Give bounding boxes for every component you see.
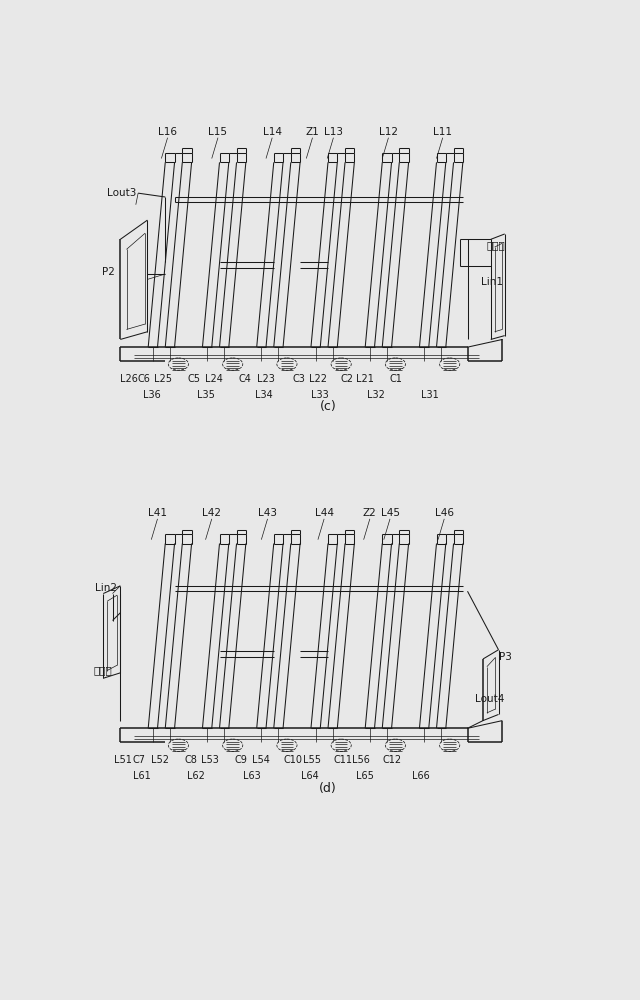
Text: Lin1: Lin1 <box>481 277 504 287</box>
Text: C5: C5 <box>188 374 200 384</box>
Text: L43: L43 <box>258 508 277 518</box>
Text: L14: L14 <box>262 127 282 137</box>
Text: L24: L24 <box>205 374 223 384</box>
Text: L64: L64 <box>301 771 318 781</box>
Text: L51: L51 <box>114 755 132 765</box>
Text: L41: L41 <box>148 508 167 518</box>
Text: C9: C9 <box>235 755 248 765</box>
Text: Lout4: Lout4 <box>476 694 504 704</box>
Text: L62: L62 <box>188 771 205 781</box>
Text: L42: L42 <box>202 508 221 518</box>
Text: Lin2: Lin2 <box>95 583 118 593</box>
Text: C4: C4 <box>239 374 252 384</box>
Text: L25: L25 <box>154 374 172 384</box>
Text: C2: C2 <box>341 374 354 384</box>
Text: L11: L11 <box>433 127 452 137</box>
Text: L31: L31 <box>421 389 439 399</box>
Text: L36: L36 <box>143 389 161 399</box>
Text: (c): (c) <box>319 400 337 413</box>
Text: P3: P3 <box>499 652 511 662</box>
Text: L23: L23 <box>257 374 275 384</box>
Text: L53: L53 <box>201 755 219 765</box>
Text: Lout3: Lout3 <box>107 188 136 198</box>
Text: L54: L54 <box>252 755 269 765</box>
Text: L15: L15 <box>209 127 227 137</box>
Text: (d): (d) <box>319 782 337 795</box>
Text: C1: C1 <box>390 374 403 384</box>
Text: L63: L63 <box>243 771 261 781</box>
Text: L44: L44 <box>315 508 333 518</box>
Text: C10: C10 <box>284 755 303 765</box>
Text: P2: P2 <box>102 267 115 277</box>
Text: L33: L33 <box>312 389 329 399</box>
Text: C3: C3 <box>292 374 305 384</box>
Text: C6: C6 <box>138 374 151 384</box>
Text: 接地端: 接地端 <box>94 666 113 676</box>
Text: L35: L35 <box>197 389 215 399</box>
Text: L45: L45 <box>381 508 399 518</box>
Text: C8: C8 <box>184 755 197 765</box>
Text: 接地端: 接地端 <box>487 241 506 251</box>
Text: L16: L16 <box>158 127 177 137</box>
Text: C11: C11 <box>334 755 353 765</box>
Text: C7: C7 <box>132 755 145 765</box>
Text: L61: L61 <box>133 771 151 781</box>
Text: L22: L22 <box>309 374 327 384</box>
Text: Z2: Z2 <box>363 508 377 518</box>
Text: L46: L46 <box>435 508 454 518</box>
Text: L66: L66 <box>412 771 430 781</box>
Text: L65: L65 <box>356 771 374 781</box>
Text: C12: C12 <box>383 755 402 765</box>
Text: L13: L13 <box>324 127 343 137</box>
Text: L55: L55 <box>303 755 321 765</box>
Text: L21: L21 <box>356 374 374 384</box>
Text: Z1: Z1 <box>306 127 319 137</box>
Text: L34: L34 <box>255 389 273 399</box>
Text: L56: L56 <box>353 755 371 765</box>
Text: L26: L26 <box>120 374 138 384</box>
Text: L32: L32 <box>367 389 385 399</box>
Text: L12: L12 <box>379 127 398 137</box>
Text: L52: L52 <box>151 755 169 765</box>
